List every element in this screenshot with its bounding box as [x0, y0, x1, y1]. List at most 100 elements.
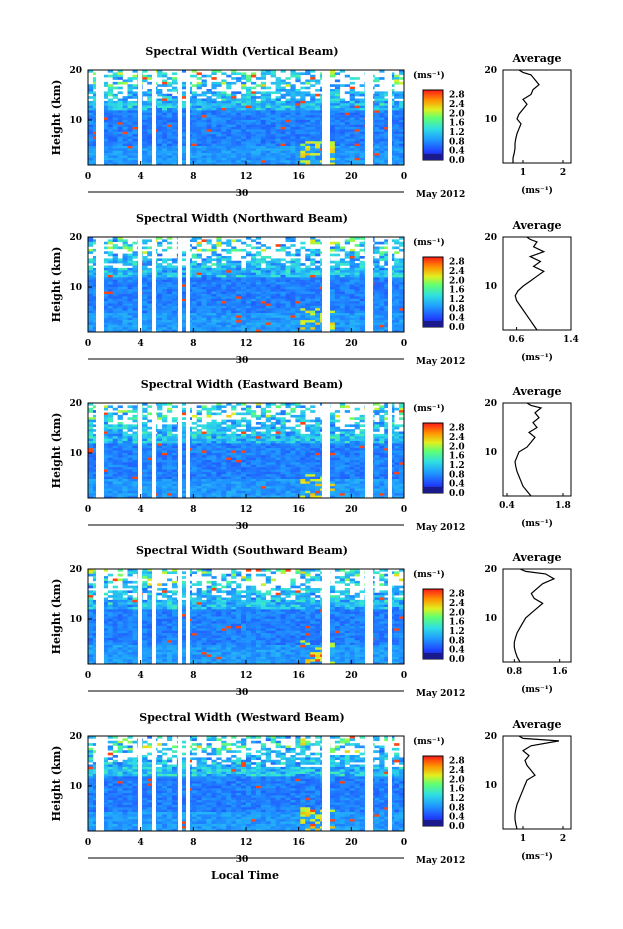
heatmap-cell	[226, 105, 232, 109]
heatmap-cell	[265, 119, 271, 123]
heatmap-cell	[399, 103, 405, 106]
heatmap-cell	[107, 490, 113, 494]
heatmap-cell	[290, 329, 296, 333]
data-gap	[138, 237, 142, 332]
heatmap-cell	[142, 70, 148, 73]
heatmap-cell	[354, 263, 360, 266]
heatmap-cell	[246, 324, 252, 328]
heatmap-cell	[329, 160, 336, 163]
heatmap-cell	[122, 476, 128, 480]
heatmap-cell	[295, 112, 301, 116]
heatmap-cell	[379, 289, 385, 292]
heatmap-cell	[88, 153, 94, 156]
heatmap-cell	[246, 298, 252, 302]
heatmap-cell	[122, 296, 128, 300]
heatmap-cell	[399, 284, 405, 288]
heatmap-cell	[305, 150, 311, 154]
heatmap-cell	[334, 327, 341, 330]
heatmap-cell	[127, 467, 133, 470]
heatmap-cell	[300, 96, 306, 99]
heatmap-cell	[117, 405, 123, 409]
heatmap-cell	[221, 258, 227, 262]
heatmap-cell	[310, 298, 316, 302]
heatmap-cell	[329, 260, 336, 264]
heatmap-cell	[201, 317, 207, 321]
heatmap-cell	[102, 455, 109, 458]
heatmap-cell	[280, 143, 286, 147]
heatmap-cell	[359, 286, 365, 290]
heatmap-cell	[329, 153, 336, 156]
heatmap-cell	[379, 70, 385, 73]
heatmap-cell	[127, 272, 133, 276]
heatmap-cell	[275, 160, 281, 163]
heatmap-cell	[167, 136, 173, 140]
heatmap-cell	[127, 490, 133, 494]
heatmap-cell	[127, 270, 133, 273]
heatmap-cell	[122, 448, 128, 451]
heatmap-cell	[339, 267, 346, 271]
heatmap-cell	[270, 324, 276, 328]
heatmap-cell	[275, 81, 281, 85]
heatmap-cell	[310, 303, 316, 307]
heatmap-cell	[305, 129, 311, 133]
heatmap-cell	[201, 93, 207, 97]
heatmap-cell	[157, 74, 163, 78]
heatmap-cell	[112, 272, 118, 276]
heatmap-cell	[379, 308, 385, 311]
heatmap-cell	[221, 96, 227, 99]
heatmap-cell	[315, 310, 321, 314]
heatmap-cell	[349, 296, 355, 300]
heatmap-cell	[315, 253, 321, 257]
heatmap-cell	[167, 305, 173, 309]
heatmap-cell	[112, 277, 118, 281]
heatmap-cell	[315, 315, 321, 319]
heatmap-cell	[206, 267, 212, 271]
heatmap-cell	[191, 74, 197, 78]
heatmap-cell	[300, 153, 306, 156]
heatmap-cell	[181, 289, 188, 292]
heatmap-cell	[132, 414, 138, 418]
heatmap-cell	[171, 160, 178, 163]
data-gap	[152, 70, 156, 165]
heatmap-cell	[117, 131, 123, 135]
heatmap-cell	[295, 134, 301, 137]
heatmap-cell	[270, 155, 276, 159]
heatmap-cell	[162, 119, 168, 123]
heatmap-cell	[285, 275, 291, 278]
heatmap-cell	[241, 72, 247, 76]
heatmap-cell	[201, 103, 207, 106]
heatmap-cell	[344, 103, 350, 106]
heatmap-cell	[379, 256, 385, 259]
heatmap-cell	[127, 313, 133, 316]
heatmap-cell	[384, 110, 390, 114]
heatmap-cell	[295, 100, 301, 104]
heatmap-cell	[88, 422, 94, 425]
heatmap-cell	[246, 96, 252, 99]
heatmap-cell	[92, 419, 99, 423]
heatmap-cell	[241, 81, 247, 85]
heatmap-cell	[285, 131, 291, 135]
heatmap-cell	[127, 460, 133, 463]
heatmap-cell	[88, 148, 94, 152]
heatmap-cell	[102, 105, 109, 109]
heatmap-cell	[216, 131, 222, 135]
heatmap-cell	[162, 150, 168, 154]
heatmap-cell	[250, 284, 257, 288]
heatmap-cell	[359, 284, 365, 288]
heatmap-cell	[201, 270, 207, 273]
heatmap-cell	[255, 162, 262, 166]
heatmap-cell	[290, 253, 296, 257]
heatmap-cell	[226, 96, 232, 99]
heatmap-cell	[171, 124, 178, 128]
heatmap-cell	[157, 244, 163, 247]
heatmap-cell	[280, 279, 286, 283]
heatmap-cell	[290, 91, 296, 95]
heatmap-cell	[344, 129, 350, 133]
heatmap-cell	[280, 275, 286, 278]
heatmap-cell	[211, 136, 217, 140]
heatmap-cell	[142, 143, 148, 147]
heatmap-cell	[112, 86, 118, 90]
heatmap-cell	[216, 103, 222, 106]
heatmap-cell	[231, 324, 237, 328]
heatmap-cell	[349, 317, 355, 321]
